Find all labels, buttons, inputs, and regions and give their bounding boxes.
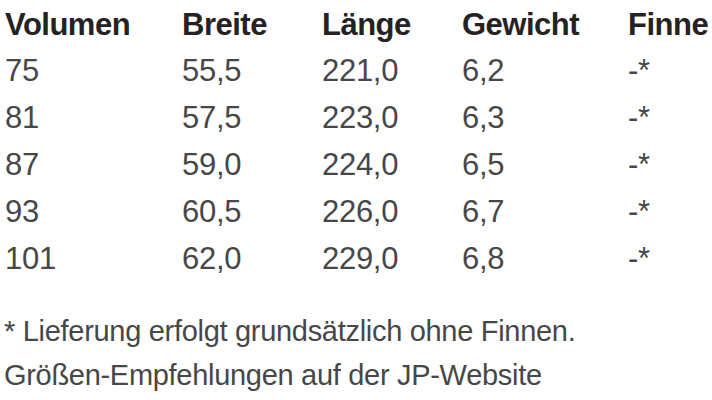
cell-gewicht: 6,2 (462, 47, 628, 94)
spec-table: Volumen Breite Länge Gewicht Finne 75 55… (5, 2, 710, 282)
cell-finne: -* (628, 47, 710, 94)
column-header-gewicht: Gewicht (462, 2, 628, 47)
table-row: 87 59,0 224,0 6,5 -* (5, 141, 710, 188)
cell-volumen: 93 (5, 188, 182, 235)
column-header-laenge: Länge (322, 2, 462, 47)
table-row: 81 57,5 223,0 6,3 -* (5, 94, 710, 141)
cell-gewicht: 6,3 (462, 94, 628, 141)
cell-finne: -* (628, 235, 710, 282)
column-header-breite: Breite (182, 2, 322, 47)
cell-finne: -* (628, 188, 710, 235)
cell-laenge: 226,0 (322, 188, 462, 235)
table-row: 101 62,0 229,0 6,8 -* (5, 235, 710, 282)
cell-laenge: 229,0 (322, 235, 462, 282)
cell-laenge: 223,0 (322, 94, 462, 141)
footnote-size-recommendation: Größen-Empfehlungen auf der JP-Website (4, 353, 712, 397)
cell-breite: 62,0 (182, 235, 322, 282)
table-header-row: Volumen Breite Länge Gewicht Finne (5, 2, 710, 47)
column-header-finne: Finne (628, 2, 710, 47)
footnote-fins: * Lieferung erfolgt grundsätzlich ohne F… (4, 309, 712, 353)
cell-laenge: 224,0 (322, 141, 462, 188)
cell-volumen: 101 (5, 235, 182, 282)
cell-gewicht: 6,8 (462, 235, 628, 282)
cell-breite: 60,5 (182, 188, 322, 235)
cell-breite: 59,0 (182, 141, 322, 188)
footnotes: * Lieferung erfolgt grundsätzlich ohne F… (4, 309, 712, 397)
cell-gewicht: 6,7 (462, 188, 628, 235)
cell-finne: -* (628, 94, 710, 141)
cell-laenge: 221,0 (322, 47, 462, 94)
cell-gewicht: 6,5 (462, 141, 628, 188)
spec-sheet: Volumen Breite Länge Gewicht Finne 75 55… (0, 0, 712, 400)
table-row: 75 55,5 221,0 6,2 -* (5, 47, 710, 94)
cell-volumen: 81 (5, 94, 182, 141)
column-header-volumen: Volumen (5, 2, 182, 47)
cell-breite: 57,5 (182, 94, 322, 141)
table-row: 93 60,5 226,0 6,7 -* (5, 188, 710, 235)
cell-volumen: 87 (5, 141, 182, 188)
cell-finne: -* (628, 141, 710, 188)
cell-breite: 55,5 (182, 47, 322, 94)
cell-volumen: 75 (5, 47, 182, 94)
